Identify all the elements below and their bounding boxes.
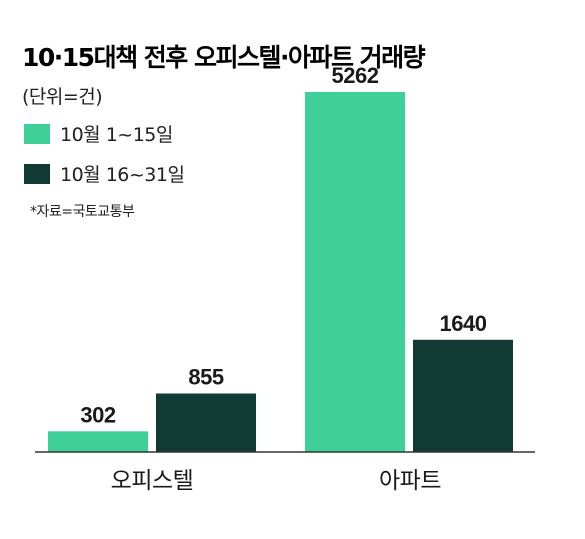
category-label-apartment: 아파트 (379, 468, 441, 494)
data-label-apartment-series-2: 1640 (440, 311, 487, 336)
bars (48, 91, 513, 453)
chart-title: 10·15대책 전후 오피스텔·아파트 거래량 (22, 43, 426, 72)
category-label-officetel: 오피스텔 (111, 468, 194, 494)
data-label-officetel-series-2: 855 (188, 365, 223, 390)
legend-swatch-series-1 (24, 124, 50, 144)
chart-subtitle: (단위=건) (22, 86, 102, 108)
data-label-officetel-series-1: 302 (80, 402, 115, 427)
bar-officetel-series-1 (48, 431, 148, 452)
bar-apartment-series-2 (413, 339, 513, 452)
category-labels: 오피스텔 아파트 (111, 468, 442, 494)
legend-label-series-1: 10월 1~15일 (60, 124, 173, 146)
source-note: *자료=국토교통부 (30, 204, 135, 220)
legend-swatch-series-2 (24, 164, 50, 184)
bar-apartment-series-1 (305, 91, 405, 453)
legend: 10월 1~15일 10월 16~31일 (24, 124, 185, 186)
data-labels: 302 855 5262 1640 (80, 63, 487, 427)
bar-officetel-series-2 (156, 393, 256, 452)
data-label-apartment-series-1: 5262 (332, 63, 379, 88)
legend-label-series-2: 10월 16~31일 (60, 164, 184, 186)
